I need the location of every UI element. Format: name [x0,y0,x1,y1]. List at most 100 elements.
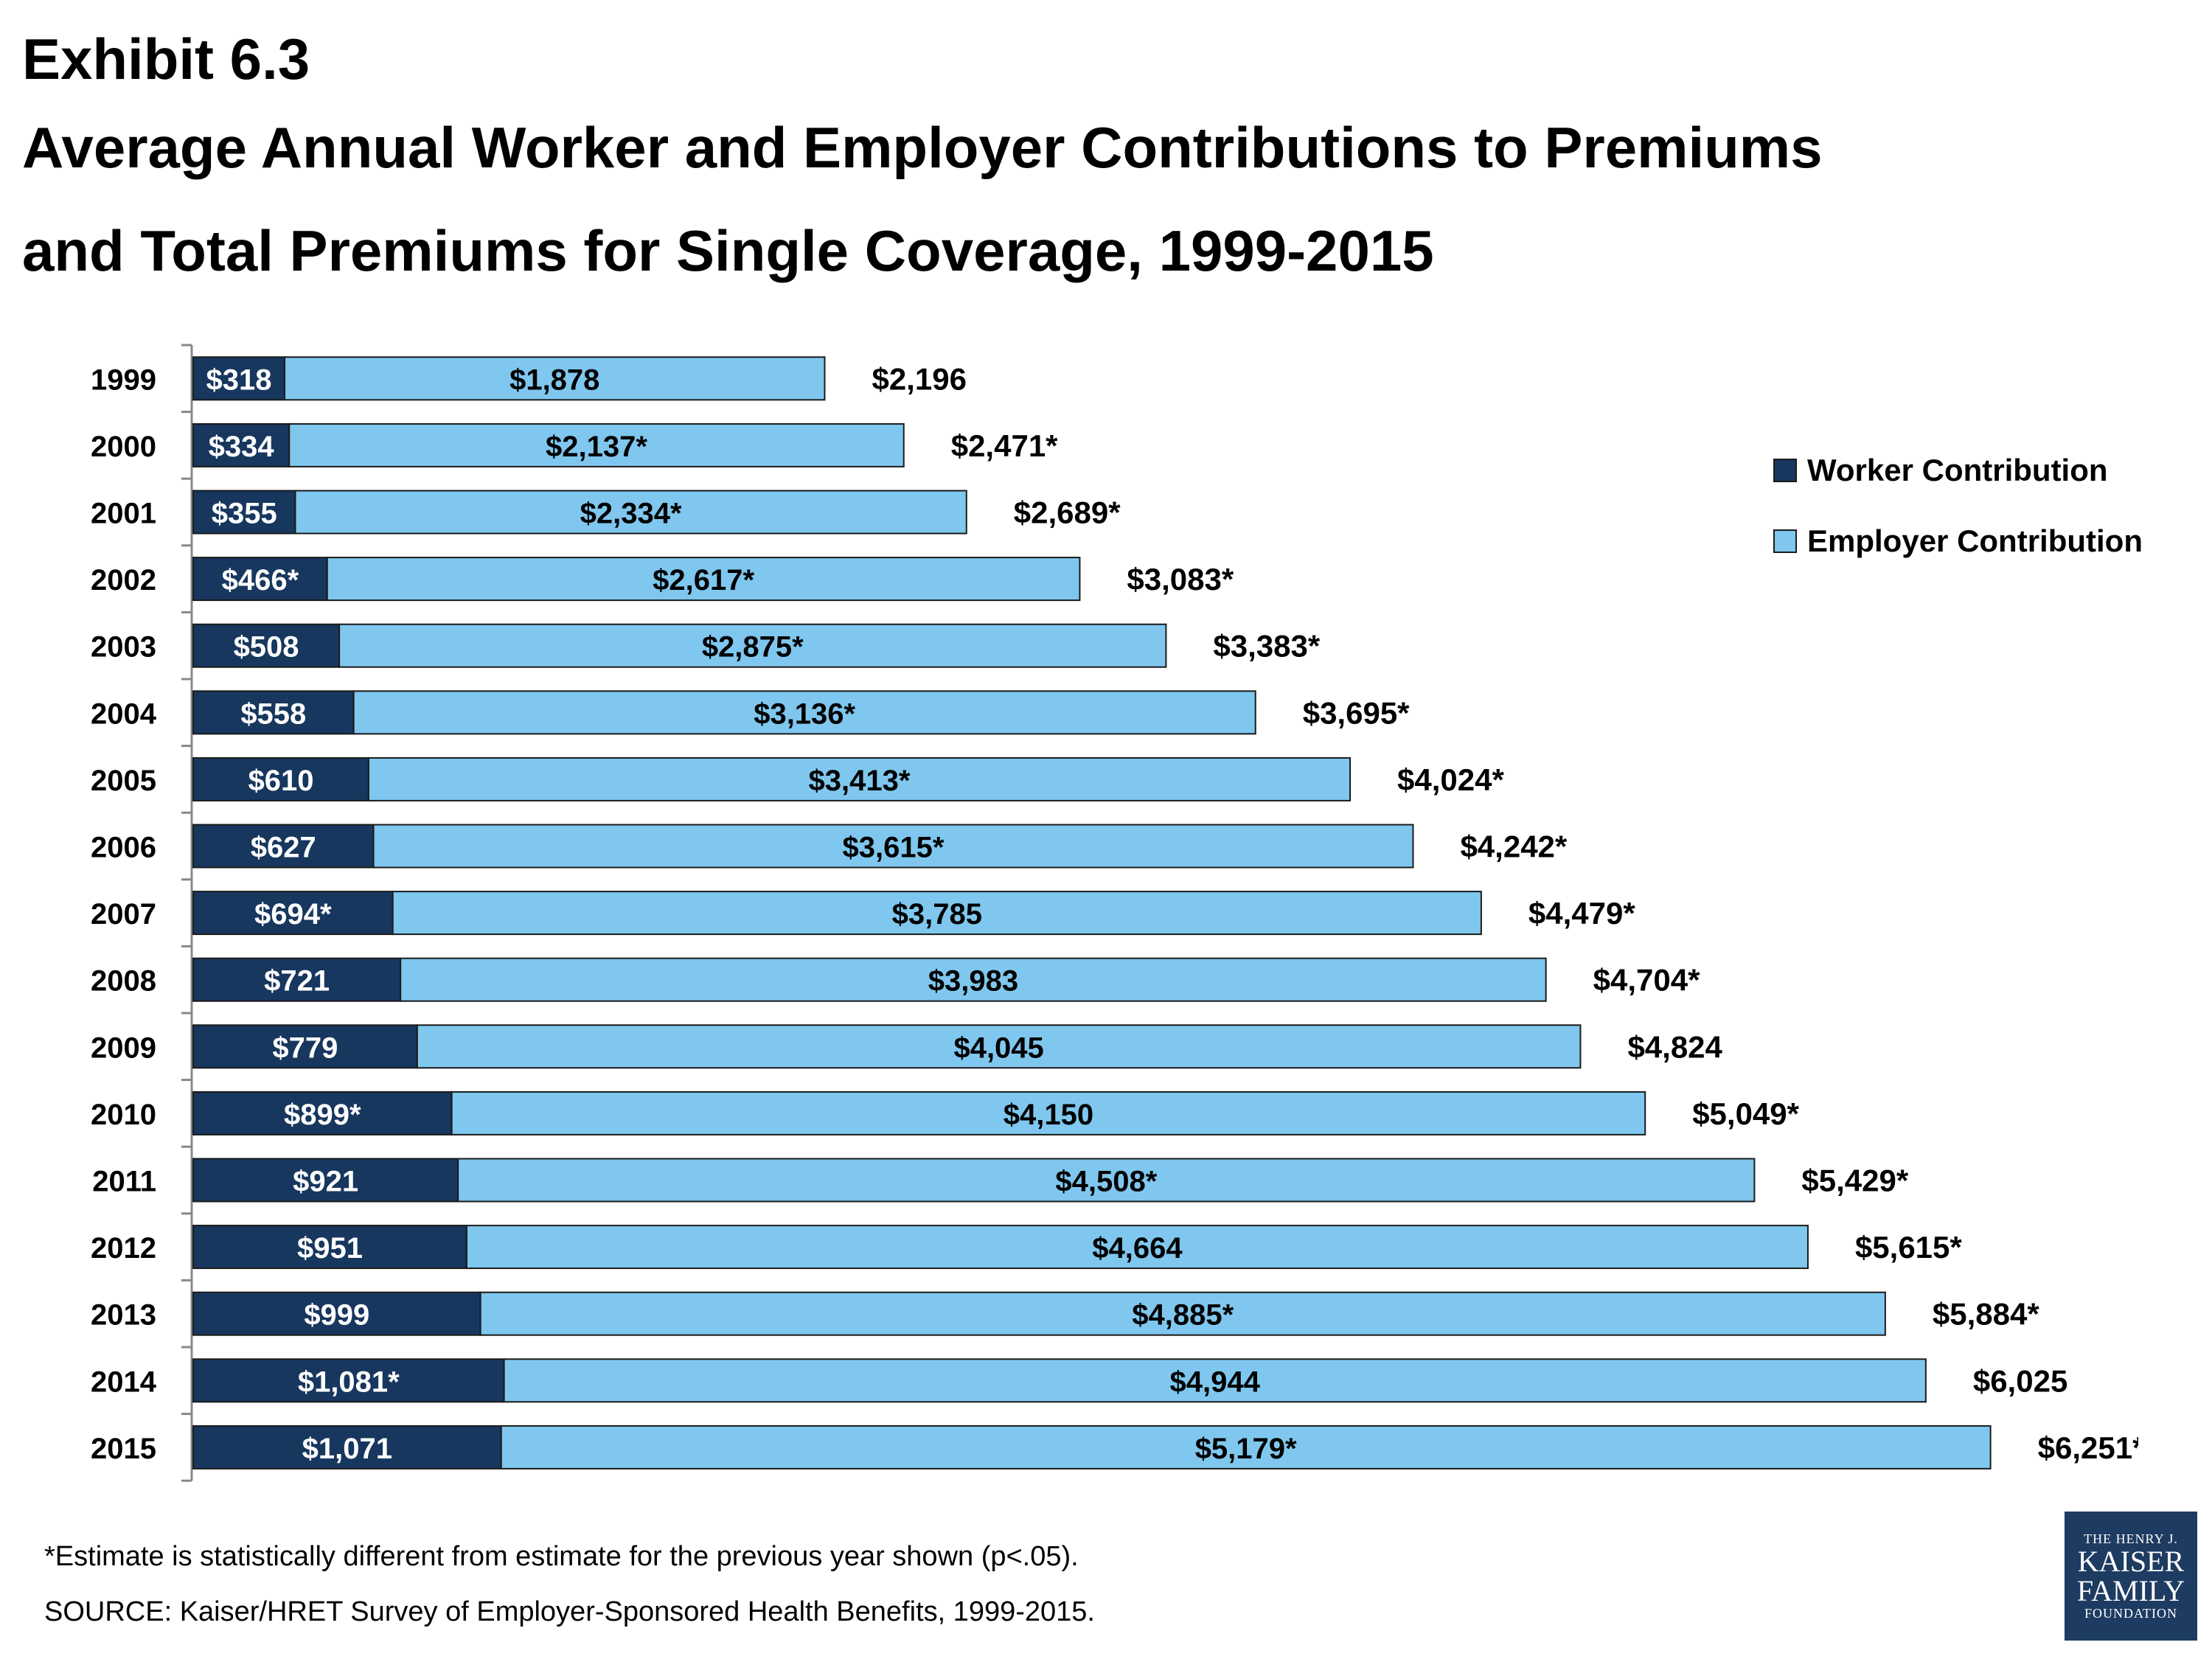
legend-swatch-worker [1773,459,1797,482]
bar-worker [192,490,296,535]
data-label-employer: $3,136* [754,698,855,730]
bar-worker [192,356,286,401]
data-label-worker: $508 [234,631,299,664]
data-label-employer: $2,137* [546,431,647,463]
kff-logo: THE HENRY J. KAISER FAMILY FOUNDATION [2065,1512,2197,1641]
bar-employer [392,891,1482,936]
data-label-total: $4,704* [1593,963,1700,998]
data-label-employer: $3,785 [892,898,982,931]
category-label: 2004 [91,698,157,730]
data-label-total: $3,695* [1303,695,1410,730]
data-label-employer: $3,615* [843,832,945,864]
bar-worker [192,1024,418,1069]
bar-worker [192,422,291,467]
bar-employer [479,1291,1886,1336]
data-label-worker: $721 [264,965,330,998]
legend-item-employer: Employer Contribution [1773,506,2143,577]
data-label-total: $2,689* [1014,495,1121,530]
data-label-worker: $951 [297,1232,363,1265]
data-label-total: $6,251* [2038,1430,2138,1465]
data-label-employer: $4,508* [1055,1166,1157,1198]
data-label-total: $3,083* [1127,562,1234,597]
bar-employer [367,757,1352,801]
data-label-worker: $558 [240,698,306,730]
bar-worker [192,623,341,668]
category-label: 2001 [91,498,156,530]
data-label-employer: $4,944 [1170,1366,1261,1398]
bar-worker [192,1291,481,1336]
data-label-total: $6,025 [1973,1363,2067,1398]
category-label: 2010 [91,1099,156,1131]
logo-line2: KAISER [2077,1544,2185,1578]
category-label: 2013 [91,1299,156,1332]
source-note: SOURCE: Kaiser/HRET Survey of Employer-S… [44,1596,1095,1627]
bar-employer [338,623,1167,668]
data-label-worker: $999 [304,1299,369,1332]
category-label: 2006 [91,832,156,864]
bar-worker [192,1225,467,1270]
data-label-total: $4,242* [1460,830,1567,864]
legend-swatch-employer [1773,529,1797,553]
data-label-employer: $3,413* [809,765,911,797]
data-label-worker: $334 [209,431,275,463]
category-label: 2005 [91,765,156,797]
data-label-employer: $4,664 [1092,1232,1183,1265]
data-label-employer: $1,878 [509,364,599,396]
category-label: 2002 [91,564,156,597]
legend-label-employer: Employer Contribution [1807,524,2143,558]
bar-employer [451,1091,1646,1135]
logo-line3: FAMILY [2076,1573,2185,1607]
chart-title-line1: Average Annual Worker and Employer Contr… [22,115,1823,180]
data-label-total: $5,884* [1933,1297,2039,1332]
chart-title-line2: and Total Premiums for Single Coverage, … [22,218,1434,283]
data-label-worker: $355 [212,498,277,530]
bar-employer [457,1158,1756,1203]
bar-employer [372,824,1414,869]
data-label-employer: $2,617* [653,564,754,597]
category-label: 2009 [91,1032,156,1064]
bar-worker [192,957,402,1002]
data-label-total: $3,383* [1213,629,1320,664]
exhibit-number: Exhibit 6.3 [22,27,310,91]
bar-employer [416,1024,1582,1069]
data-label-total: $5,429* [1801,1164,1908,1198]
data-label-total: $4,479* [1528,896,1635,931]
bar-worker [192,1091,453,1135]
data-label-worker: $627 [251,832,316,864]
category-label: 2007 [91,898,156,931]
bar-employer [400,957,1547,1002]
data-label-employer: $5,179* [1195,1433,1297,1465]
data-label-employer: $2,334* [580,498,682,530]
data-label-worker: $921 [293,1166,358,1198]
data-label-total: $5,615* [1855,1230,1962,1265]
logo-line4: FOUNDATION [2084,1605,2177,1621]
title-block: Exhibit 6.3 Average Annual Worker and Em… [22,22,2160,302]
bar-employer [288,422,905,467]
legend-item-worker: Worker Contribution [1773,435,2143,506]
category-label: 2014 [91,1366,157,1398]
category-label: 2012 [91,1232,156,1265]
category-label: 2000 [91,431,156,463]
category-label: 2003 [91,631,156,664]
data-label-employer: $2,875* [702,631,804,664]
data-label-worker: $1,081* [298,1366,400,1398]
category-label: 2008 [91,965,156,998]
legend-label-worker: Worker Contribution [1807,453,2108,487]
bar-employer [465,1225,1809,1270]
bar-worker [192,690,355,735]
stacked-bar-chart: 1999 $318 $1,878 $2,196 2000 $334 $2,137* $2,47… [91,344,2138,1482]
legend: Worker Contribution Employer Contributio… [1773,435,2143,577]
bar-employer [503,1358,1927,1403]
data-label-employer: $4,885* [1132,1299,1234,1332]
data-label-total: $2,196 [872,361,966,396]
data-label-worker: $318 [206,364,272,396]
category-label: 1999 [91,364,156,396]
category-label: 2015 [91,1433,156,1465]
chart-title: Average Annual Worker and Employer Contr… [22,96,2131,302]
bar-employer [500,1425,1992,1470]
footnote: *Estimate is statistically different fro… [44,1541,1079,1572]
data-label-employer: $4,150 [1004,1099,1093,1131]
data-label-worker: $899* [284,1099,361,1131]
logo-line1: THE HENRY J. [2084,1531,2178,1546]
data-label-total: $5,049* [1692,1096,1799,1131]
